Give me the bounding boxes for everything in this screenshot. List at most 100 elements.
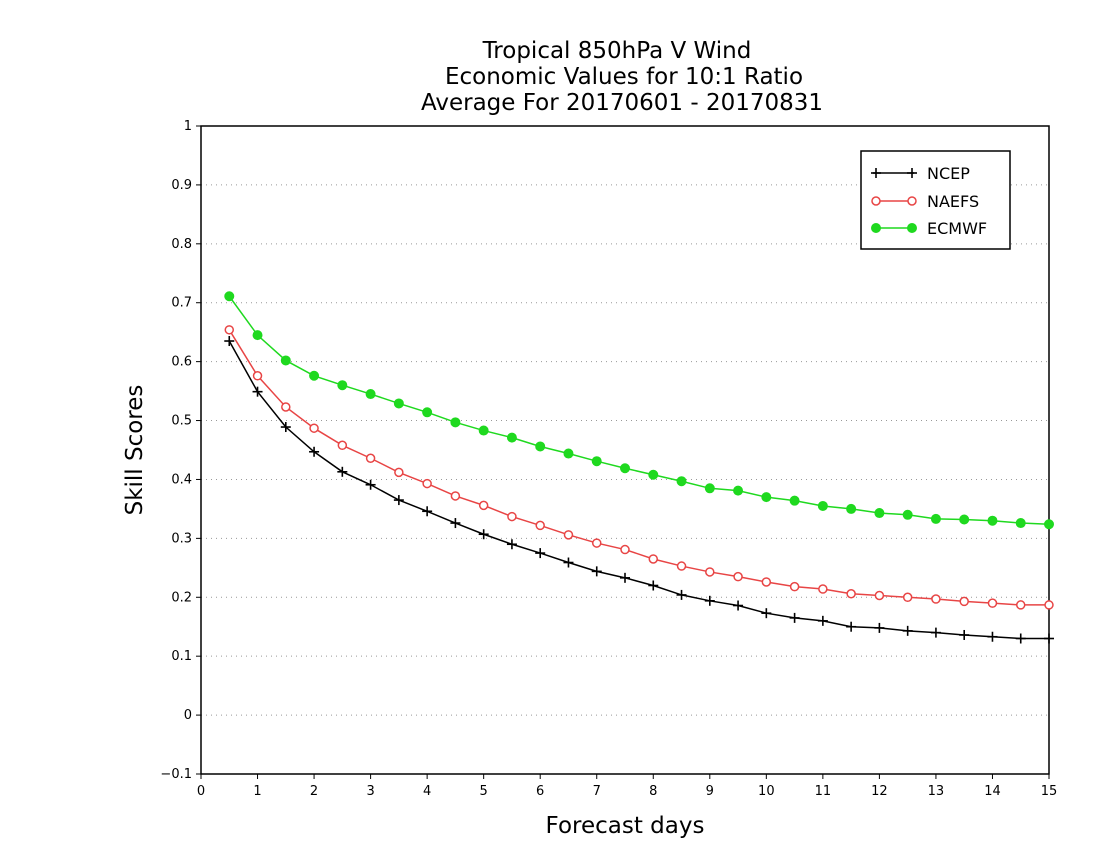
data-point-ncep xyxy=(535,548,546,559)
y-tick-label: 1 xyxy=(184,119,192,134)
x-tick-label: 15 xyxy=(1041,784,1058,799)
data-point-ncep xyxy=(846,621,857,632)
data-point-naefs xyxy=(987,598,998,608)
data-point-ncep xyxy=(280,422,291,433)
data-point-ecmwf xyxy=(733,485,744,496)
data-point-naefs xyxy=(394,467,404,478)
data-point-naefs xyxy=(818,584,828,594)
x-tick-label: 2 xyxy=(310,784,318,799)
data-point-naefs xyxy=(761,577,772,587)
legend-item-ncep: NCEP xyxy=(871,164,970,183)
x-tick-label: 3 xyxy=(366,784,374,799)
data-point-ncep xyxy=(676,589,687,600)
x-tick-label: 14 xyxy=(984,784,1001,799)
legend-marker-ecmwf xyxy=(871,223,881,233)
data-point-ecmwf xyxy=(902,509,913,520)
data-point-naefs xyxy=(478,500,489,511)
data-point-ecmwf xyxy=(450,417,461,428)
data-point-naefs xyxy=(450,491,461,501)
data-point-naefs xyxy=(874,590,885,601)
data-point-ncep xyxy=(874,622,885,633)
data-point-naefs xyxy=(365,453,376,463)
data-point-ncep xyxy=(506,539,517,550)
data-point-ecmwf xyxy=(252,330,263,341)
data-point-ecmwf xyxy=(591,456,602,467)
data-point-naefs xyxy=(931,594,941,604)
x-tick-label: 12 xyxy=(871,784,888,799)
series-line-ncep xyxy=(228,340,1049,640)
data-point-ncep xyxy=(987,631,998,642)
data-point-ncep xyxy=(337,466,348,477)
data-point-ecmwf xyxy=(817,500,828,511)
y-tick-label: 0.4 xyxy=(171,472,192,487)
x-axis: 0 1 2 3 4 5 6 7 8 9 10 11 12 13 14 15 xyxy=(197,774,1057,799)
legend-item-naefs: NAEFS xyxy=(871,192,979,211)
data-point-ecmwf xyxy=(874,508,885,519)
data-point-ecmwf xyxy=(224,291,235,302)
data-point-ncep xyxy=(930,627,941,638)
x-tick-label: 6 xyxy=(536,784,544,799)
data-point-ecmwf xyxy=(676,476,687,487)
y-tick-label: 0.7 xyxy=(171,296,192,311)
data-point-ncep xyxy=(1015,633,1026,644)
y-tick-label: 0.9 xyxy=(171,178,192,193)
legend-marker-naefs xyxy=(871,196,881,206)
data-point-ecmwf xyxy=(761,492,772,503)
data-point-ecmwf xyxy=(648,469,659,480)
data-point-naefs xyxy=(648,554,659,564)
data-point-ncep xyxy=(761,608,772,619)
data-point-naefs xyxy=(620,544,630,555)
title-line-1: Tropical 850hPa V Wind xyxy=(482,38,752,64)
legend-marker-naefs xyxy=(907,196,917,206)
x-tick-label: 9 xyxy=(706,784,714,799)
data-point-naefs xyxy=(676,561,687,571)
data-point-naefs xyxy=(591,538,602,548)
y-tick-label: 0.8 xyxy=(171,237,192,252)
data-point-ecmwf xyxy=(620,463,630,474)
data-point-ncep xyxy=(789,612,800,623)
data-point-ncep xyxy=(450,518,461,529)
data-point-naefs xyxy=(959,596,969,607)
data-point-naefs xyxy=(846,588,856,599)
data-point-ecmwf xyxy=(704,483,715,494)
x-tick-label: 4 xyxy=(423,784,431,799)
grid-lines xyxy=(201,184,1049,716)
data-point-ncep xyxy=(478,529,489,540)
y-tick-label: −0.1 xyxy=(160,767,192,782)
data-point-ecmwf xyxy=(280,355,291,366)
data-point-ncep xyxy=(224,336,235,347)
x-tick-label: 10 xyxy=(758,784,775,799)
y-tick-label: 0 xyxy=(184,708,192,723)
data-point-ncep xyxy=(817,615,828,626)
data-point-ecmwf xyxy=(337,380,348,391)
data-point-naefs xyxy=(733,571,743,582)
x-tick-label: 13 xyxy=(928,784,945,799)
legend-marker-ncep xyxy=(871,168,881,178)
data-point-naefs xyxy=(535,520,545,531)
data-point-ncep xyxy=(422,506,433,517)
series-layer xyxy=(224,291,1054,644)
data-point-naefs xyxy=(563,530,574,540)
title-line-3: Average For 20170601 - 20170831 xyxy=(421,90,823,116)
data-point-naefs xyxy=(309,423,319,433)
data-point-ncep xyxy=(365,479,376,490)
data-point-ncep xyxy=(959,629,970,640)
x-axis-label: Forecast days xyxy=(546,813,705,839)
x-tick-label: 8 xyxy=(649,784,657,799)
legend-marker-ecmwf xyxy=(907,223,917,233)
title-line-2: Economic Values for 10:1 Ratio xyxy=(445,64,803,90)
plot-frame xyxy=(200,125,1050,775)
data-point-ncep xyxy=(591,566,602,577)
y-tick-label: 0.1 xyxy=(171,649,192,664)
data-point-ncep xyxy=(1044,633,1054,644)
data-point-naefs xyxy=(705,567,715,577)
x-tick-label: 1 xyxy=(253,784,261,799)
data-point-ncep xyxy=(648,580,659,591)
y-axis-label: Skill Scores xyxy=(122,385,148,516)
data-point-ecmwf xyxy=(959,514,970,525)
legend-item-ecmwf: ECMWF xyxy=(871,219,987,238)
data-point-naefs xyxy=(1044,600,1054,610)
data-point-naefs xyxy=(281,402,291,412)
data-point-naefs xyxy=(422,478,432,489)
